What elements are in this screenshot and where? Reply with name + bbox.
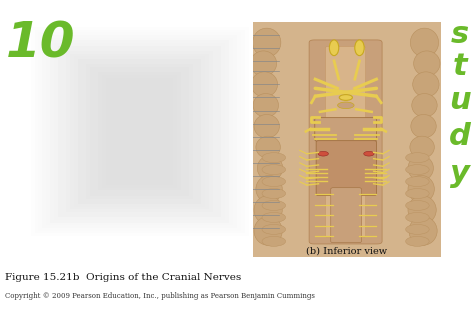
Text: u: u: [449, 86, 471, 115]
Ellipse shape: [250, 51, 277, 76]
Ellipse shape: [408, 196, 436, 224]
Ellipse shape: [411, 114, 436, 138]
Bar: [70, 54, 209, 209]
Ellipse shape: [337, 102, 354, 109]
Bar: [98, 72, 182, 191]
Bar: [46, 38, 233, 225]
Ellipse shape: [414, 51, 440, 76]
FancyBboxPatch shape: [250, 21, 441, 257]
Text: s: s: [451, 20, 469, 49]
Bar: [102, 75, 177, 188]
Ellipse shape: [410, 28, 438, 57]
Bar: [55, 43, 225, 220]
Bar: [106, 78, 173, 185]
Bar: [66, 51, 213, 212]
Bar: [90, 67, 189, 196]
Bar: [35, 30, 245, 234]
Text: y: y: [450, 159, 470, 188]
Text: Figure 15.21b  Origins of the Cranial Nerves: Figure 15.21b Origins of the Cranial Ner…: [5, 273, 242, 282]
Ellipse shape: [254, 196, 283, 224]
Bar: [78, 59, 201, 204]
Ellipse shape: [406, 153, 429, 163]
FancyBboxPatch shape: [315, 118, 376, 142]
Text: d: d: [449, 122, 471, 151]
Ellipse shape: [406, 165, 429, 174]
Ellipse shape: [339, 94, 353, 100]
Ellipse shape: [406, 212, 429, 222]
Bar: [94, 70, 185, 193]
Text: 10: 10: [5, 19, 75, 67]
Bar: [74, 57, 205, 207]
Text: t: t: [453, 52, 467, 81]
Bar: [86, 64, 193, 198]
Ellipse shape: [262, 177, 285, 186]
Ellipse shape: [253, 94, 279, 117]
Ellipse shape: [406, 177, 429, 186]
Ellipse shape: [408, 155, 433, 181]
Ellipse shape: [406, 189, 429, 198]
Ellipse shape: [406, 201, 429, 210]
Bar: [50, 40, 229, 223]
Ellipse shape: [406, 224, 429, 234]
Bar: [82, 62, 197, 201]
Ellipse shape: [364, 151, 374, 156]
Ellipse shape: [412, 94, 437, 117]
Bar: [0, 1, 253, 262]
Bar: [58, 46, 221, 217]
FancyBboxPatch shape: [309, 40, 382, 244]
Ellipse shape: [329, 40, 339, 56]
Ellipse shape: [262, 212, 285, 222]
FancyBboxPatch shape: [326, 46, 365, 237]
Ellipse shape: [262, 201, 285, 210]
Ellipse shape: [251, 72, 278, 97]
FancyBboxPatch shape: [331, 188, 361, 243]
Ellipse shape: [254, 216, 283, 245]
Bar: [30, 27, 249, 236]
Bar: [38, 32, 241, 231]
Ellipse shape: [262, 236, 285, 246]
Ellipse shape: [262, 165, 285, 174]
Ellipse shape: [406, 236, 429, 246]
Ellipse shape: [256, 175, 283, 203]
Ellipse shape: [253, 28, 281, 57]
Bar: [62, 48, 217, 215]
Ellipse shape: [262, 224, 285, 234]
Ellipse shape: [262, 189, 285, 198]
Ellipse shape: [318, 151, 328, 156]
Ellipse shape: [413, 72, 439, 97]
Ellipse shape: [408, 175, 434, 203]
FancyBboxPatch shape: [316, 141, 376, 196]
Ellipse shape: [410, 136, 434, 158]
Ellipse shape: [262, 153, 285, 163]
Ellipse shape: [254, 114, 280, 138]
Text: (b) Inferior view: (b) Inferior view: [306, 247, 387, 256]
Ellipse shape: [355, 40, 364, 56]
Ellipse shape: [256, 136, 281, 158]
Text: Copyright © 2009 Pearson Education, Inc., publishing as Pearson Benjamin Cumming: Copyright © 2009 Pearson Education, Inc.…: [5, 292, 315, 301]
Ellipse shape: [409, 216, 437, 245]
Ellipse shape: [257, 155, 283, 181]
Bar: [42, 35, 237, 228]
